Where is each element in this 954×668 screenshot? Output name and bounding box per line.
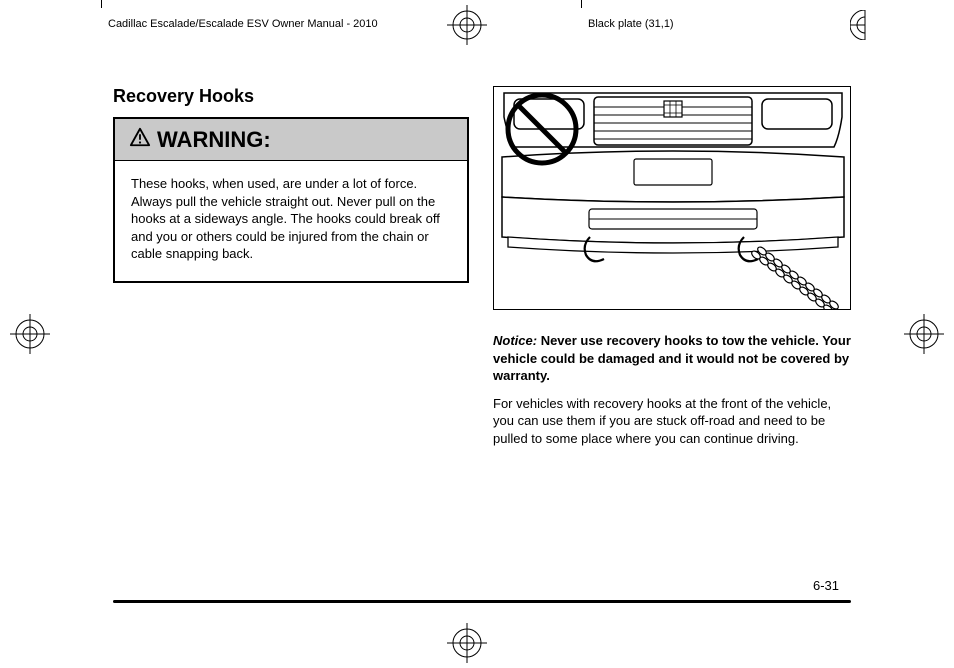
content-area: Recovery Hooks WARNING: These hooks, whe… bbox=[113, 86, 851, 581]
notice-text: Never use recovery hooks to tow the vehi… bbox=[493, 333, 851, 383]
crop-tick-right bbox=[581, 0, 582, 8]
hazard-icon bbox=[129, 126, 151, 153]
registration-mark-top bbox=[447, 5, 487, 45]
crop-tick-left bbox=[101, 0, 102, 8]
notice-lead: Notice: bbox=[493, 333, 537, 348]
registration-mark-left bbox=[10, 314, 50, 354]
right-column: Notice: Never use recovery hooks to tow … bbox=[493, 86, 851, 447]
warning-body-text: These hooks, when used, are under a lot … bbox=[115, 161, 467, 281]
header-plate-label: Black plate (31,1) bbox=[588, 18, 674, 30]
body-paragraph: For vehicles with recovery hooks at the … bbox=[493, 395, 851, 448]
warning-header: WARNING: bbox=[115, 119, 467, 161]
registration-mark-bottom bbox=[447, 623, 487, 663]
registration-half-mark bbox=[850, 10, 880, 40]
notice-block: Notice: Never use recovery hooks to tow … bbox=[493, 332, 851, 385]
warning-title: WARNING: bbox=[157, 127, 271, 153]
section-heading: Recovery Hooks bbox=[113, 86, 469, 107]
page-number: 6-31 bbox=[813, 578, 839, 593]
footer-rule bbox=[113, 600, 851, 603]
warning-box: WARNING: These hooks, when used, are und… bbox=[113, 117, 469, 283]
registration-mark-right bbox=[904, 314, 944, 354]
left-column: Recovery Hooks WARNING: These hooks, whe… bbox=[113, 86, 469, 283]
manual-page: Cadillac Escalade/Escalade ESV Owner Man… bbox=[0, 0, 954, 668]
recovery-hooks-illustration bbox=[493, 86, 851, 310]
header-manual-title: Cadillac Escalade/Escalade ESV Owner Man… bbox=[108, 18, 378, 30]
